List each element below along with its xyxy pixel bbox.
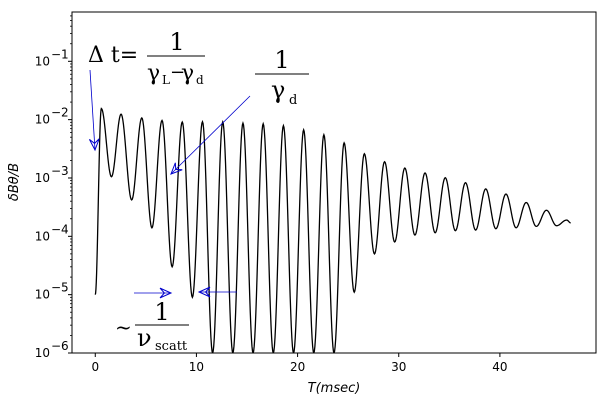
plot-frame bbox=[71, 11, 597, 354]
svg-text:scatt: scatt bbox=[155, 339, 188, 354]
svg-text:1: 1 bbox=[274, 46, 289, 74]
arrow-gamma-d-head bbox=[170, 162, 183, 175]
annotation-nu-scatt: ~ 1 ν scatt bbox=[115, 298, 189, 354]
curve-layer bbox=[94, 107, 571, 353]
annotation-delta-t: Δ t= 1 γ L − γ d bbox=[88, 28, 205, 87]
y-tick-label: 10 bbox=[35, 171, 50, 185]
y-tick-exponent: −2 bbox=[51, 106, 69, 120]
svg-text:1: 1 bbox=[169, 28, 184, 56]
arrow-nu-left-head bbox=[159, 287, 173, 299]
plot-area bbox=[72, 12, 596, 353]
y-tick-exponent: −6 bbox=[51, 339, 69, 353]
svg-text:ν: ν bbox=[137, 324, 152, 352]
svg-text:γ: γ bbox=[147, 61, 160, 86]
y-tick-exponent: −4 bbox=[51, 222, 69, 236]
y-axis: 10−610−510−410−310−210−1 bbox=[35, 15, 72, 360]
series-line bbox=[94, 107, 571, 353]
svg-text:−: − bbox=[170, 62, 185, 83]
arrow-delta-t-head bbox=[88, 138, 100, 152]
x-axis-title: T(msec) bbox=[308, 381, 361, 396]
svg-text:γ: γ bbox=[271, 76, 285, 104]
annotation-arrows bbox=[88, 69, 251, 299]
svg-text:d: d bbox=[196, 73, 204, 87]
x-axis: 0 10 20 30 40 bbox=[91, 353, 508, 374]
annotation-gamma-d: 1 γ d bbox=[255, 46, 309, 108]
arrow-nu-right-head bbox=[197, 286, 211, 298]
x-tick-label: 0 bbox=[91, 360, 99, 374]
svg-text:γ: γ bbox=[181, 61, 194, 86]
y-tick-label: 10 bbox=[35, 54, 50, 68]
arrow-delta-t bbox=[89, 69, 96, 151]
svg-text:Δ t=: Δ t= bbox=[88, 43, 138, 68]
y-tick-exponent: −5 bbox=[51, 281, 69, 295]
svg-text:1: 1 bbox=[154, 298, 169, 326]
y-tick-exponent: −1 bbox=[51, 47, 69, 61]
x-tick-label: 30 bbox=[391, 360, 406, 374]
svg-text:~: ~ bbox=[115, 315, 132, 339]
y-tick-label: 10 bbox=[35, 113, 50, 127]
y-tick-label: 10 bbox=[35, 288, 50, 302]
arrow-gamma-d bbox=[170, 95, 251, 175]
svg-text:L: L bbox=[162, 73, 170, 87]
y-axis-title: δBθ/B bbox=[7, 163, 22, 201]
y-tick-exponent: −3 bbox=[51, 164, 69, 178]
x-tick-label: 40 bbox=[492, 360, 507, 374]
x-tick-label: 20 bbox=[290, 360, 305, 374]
x-tick-label: 10 bbox=[189, 360, 204, 374]
y-tick-label: 10 bbox=[35, 346, 50, 360]
svg-text:d: d bbox=[289, 93, 297, 108]
y-tick-label: 10 bbox=[35, 229, 50, 243]
